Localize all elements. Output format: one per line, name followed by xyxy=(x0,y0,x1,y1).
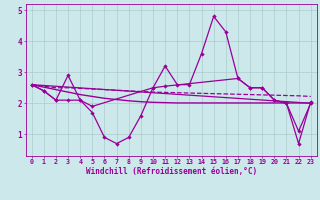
X-axis label: Windchill (Refroidissement éolien,°C): Windchill (Refroidissement éolien,°C) xyxy=(86,167,257,176)
